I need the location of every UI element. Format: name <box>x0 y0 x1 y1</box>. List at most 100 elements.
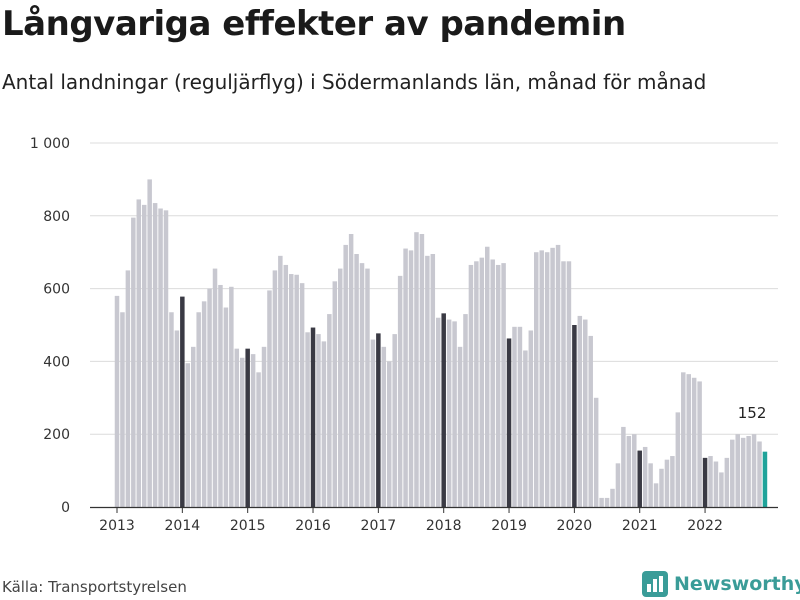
bar <box>408 250 414 507</box>
labels: 152 <box>738 404 767 422</box>
bar <box>517 326 523 507</box>
y-tick-label: 600 <box>43 282 70 298</box>
bar <box>163 210 169 507</box>
bar <box>310 327 316 507</box>
y-tick-label: 0 <box>61 500 70 516</box>
bar <box>332 281 338 507</box>
bar <box>653 483 659 507</box>
bar <box>544 252 550 507</box>
bar <box>152 203 158 507</box>
bar <box>288 274 294 507</box>
bar <box>370 339 376 507</box>
bar <box>468 264 474 507</box>
bar <box>479 257 485 507</box>
bar <box>495 264 501 507</box>
bar <box>751 434 757 507</box>
bar <box>212 268 218 507</box>
bar <box>141 204 147 507</box>
bar <box>256 372 261 507</box>
latest-value-label: 152 <box>738 404 767 422</box>
bar <box>485 246 490 507</box>
bar <box>539 250 544 507</box>
bar <box>566 261 572 507</box>
chart-subtitle: Antal landningar (reguljärflyg) i Söderm… <box>2 70 707 94</box>
bar <box>719 472 724 507</box>
bar <box>114 295 120 507</box>
bar <box>724 457 730 507</box>
bar <box>686 374 691 507</box>
bar <box>387 361 392 507</box>
bar <box>632 434 637 507</box>
bar <box>436 317 441 507</box>
bar <box>196 312 201 507</box>
bar <box>223 307 229 507</box>
bar <box>376 333 381 507</box>
bar <box>593 397 599 507</box>
brand-logo[interactable]: Newsworthy <box>642 568 800 600</box>
bar <box>713 461 719 507</box>
bar <box>136 199 142 508</box>
bar <box>534 252 539 507</box>
bar <box>305 332 310 507</box>
bar <box>403 248 408 507</box>
bar <box>446 319 452 507</box>
bar <box>169 312 174 507</box>
x-tick-label: 2022 <box>687 518 723 534</box>
bar <box>365 268 370 507</box>
x-tick-label: 2015 <box>230 518 266 534</box>
bar <box>419 234 425 507</box>
bar <box>740 437 746 507</box>
bar <box>463 314 468 507</box>
bar <box>708 456 713 507</box>
bar <box>604 497 610 507</box>
x-tick-label: 2019 <box>491 518 527 534</box>
x-axis: 2013 2014 2015 2016 2017 2018 2019 2020 2021 2022 <box>90 506 778 534</box>
bar <box>348 234 354 507</box>
bar <box>245 348 250 507</box>
bar <box>702 457 708 507</box>
bar <box>272 270 278 507</box>
bar <box>185 363 191 507</box>
y-tick-label: 800 <box>43 209 70 225</box>
bar <box>283 264 289 507</box>
bar <box>577 315 583 507</box>
bar <box>158 208 163 507</box>
bar <box>746 436 751 507</box>
y-tick-label: 400 <box>43 354 70 370</box>
bar <box>207 288 212 507</box>
bar <box>572 325 577 507</box>
bar <box>337 268 343 507</box>
bar <box>294 274 299 507</box>
bar <box>120 312 125 507</box>
bar <box>190 346 196 507</box>
bar <box>659 468 664 507</box>
bar <box>550 247 555 507</box>
bar <box>234 348 240 507</box>
bar-chart-logo-icon <box>642 571 668 597</box>
bar <box>664 459 670 507</box>
bar <box>452 321 457 507</box>
bar <box>261 346 267 507</box>
bar <box>425 255 430 507</box>
bar <box>561 261 566 507</box>
bar <box>610 488 615 507</box>
bar <box>490 259 495 507</box>
bar <box>691 377 697 507</box>
bar <box>201 301 207 507</box>
x-tick-label: 2017 <box>361 518 397 534</box>
bar <box>670 456 675 507</box>
bar <box>125 270 131 507</box>
bar <box>555 244 561 508</box>
bar <box>278 255 283 507</box>
bar <box>588 335 593 507</box>
bar <box>615 463 621 507</box>
x-tick-label: 2014 <box>165 518 201 534</box>
x-tick-label: 2021 <box>622 518 658 534</box>
bar <box>583 319 588 507</box>
bar <box>392 334 397 507</box>
bar <box>757 441 762 507</box>
bar <box>180 296 185 507</box>
x-tick-label: 2013 <box>99 518 135 534</box>
chart-title: Långvariga effekter av pandemin <box>2 4 626 44</box>
